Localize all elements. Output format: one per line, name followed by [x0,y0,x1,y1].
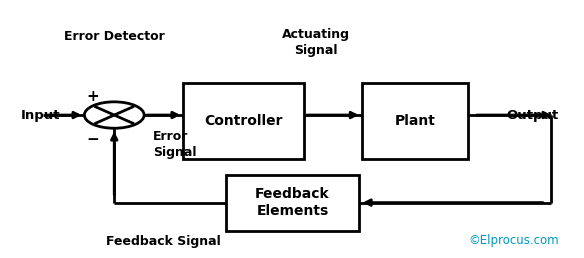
Bar [361,83,468,159]
Text: Error
Signal: Error Signal [154,130,197,159]
Bar [227,175,359,231]
Text: Input: Input [20,109,60,122]
Bar [183,83,304,159]
Text: Feedback Signal: Feedback Signal [106,236,221,248]
Text: Actuating
Signal: Actuating Signal [281,28,350,57]
Text: Feedback
Elements: Feedback Elements [255,187,330,218]
Text: Error Detector: Error Detector [64,30,165,43]
Text: −: − [86,132,99,147]
Text: Plant: Plant [395,114,436,128]
Text: ©Elprocus.com: ©Elprocus.com [468,234,559,247]
Text: Controller: Controller [204,114,283,128]
Text: +: + [86,88,99,103]
Text: Output: Output [507,109,559,122]
